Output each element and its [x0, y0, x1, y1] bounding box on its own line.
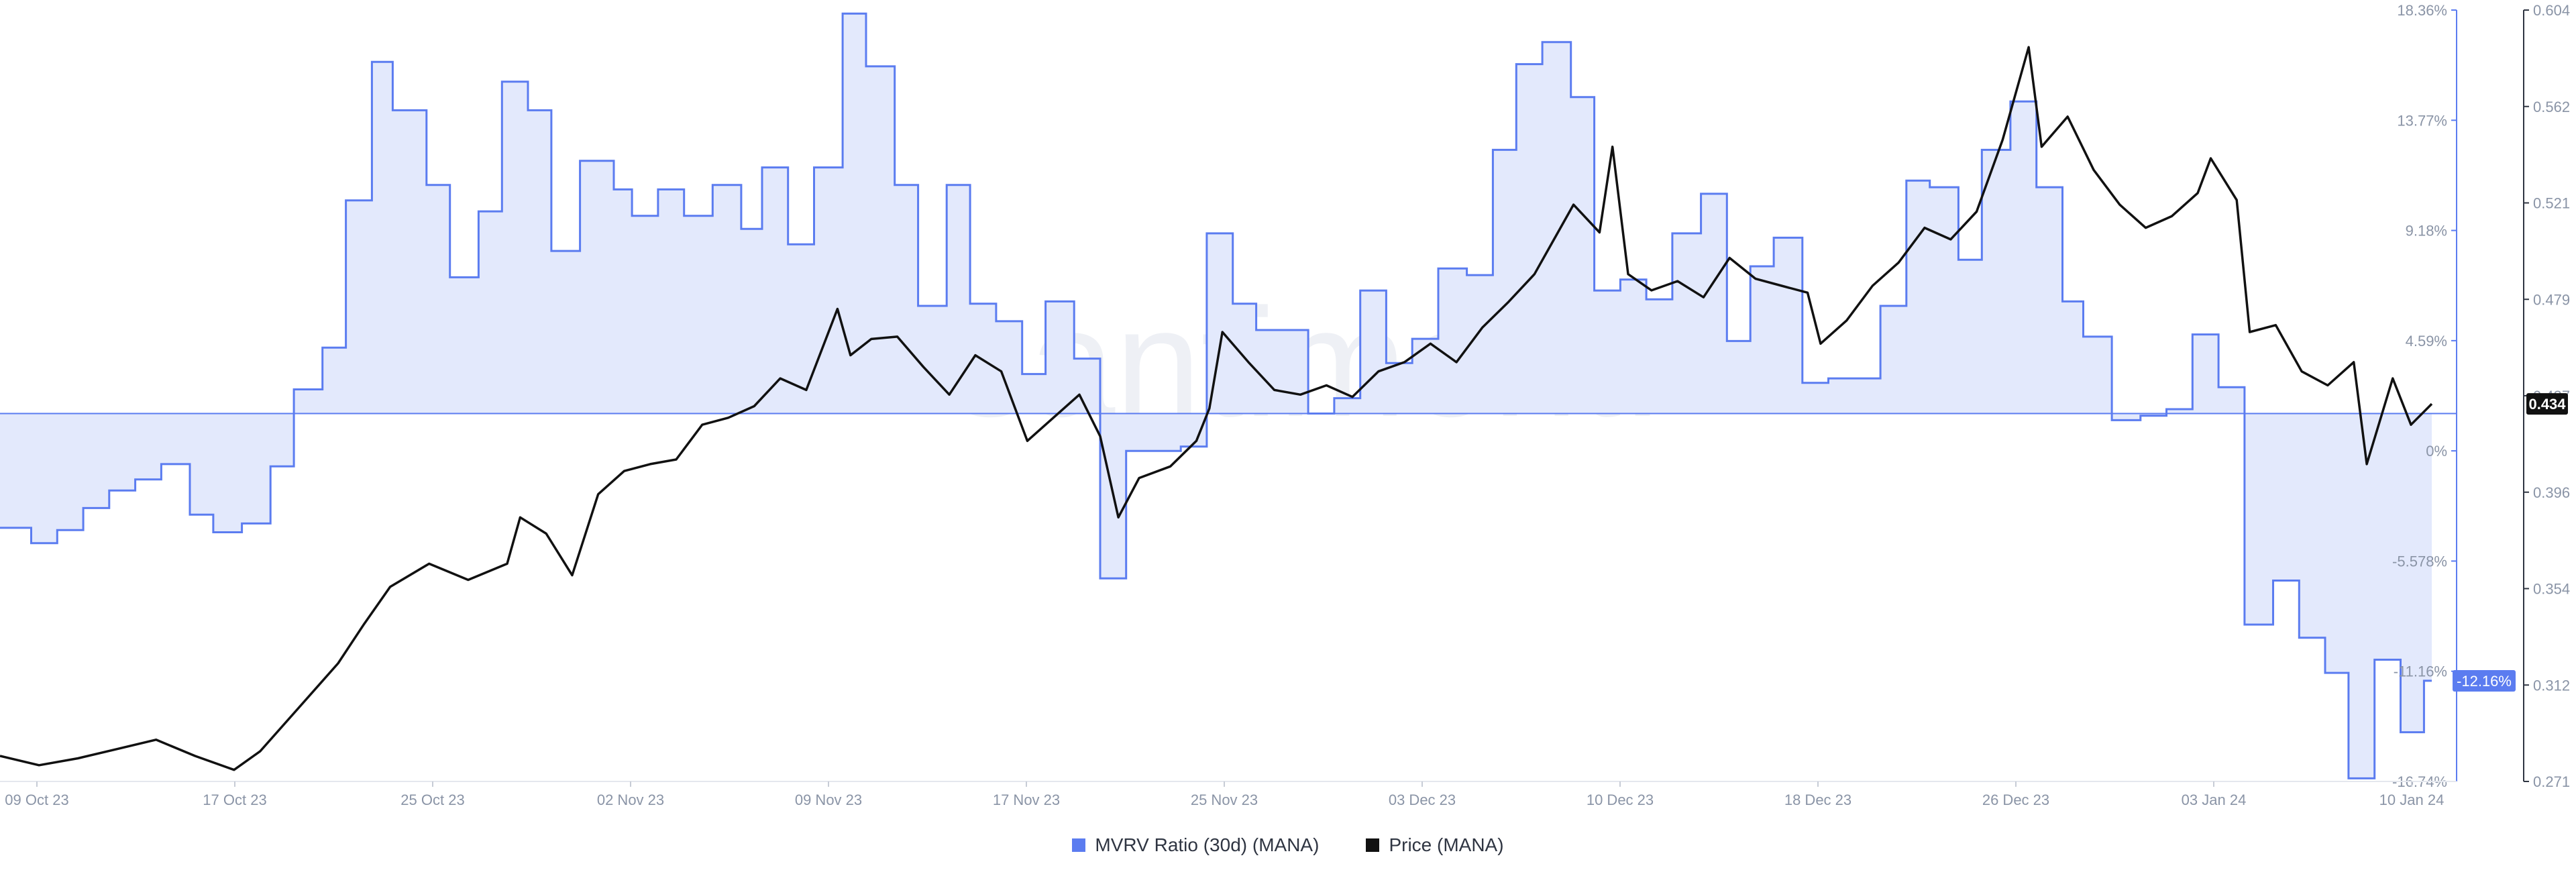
x-tick-label: 03 Jan 24 — [2182, 792, 2247, 808]
legend-item-price[interactable]: Price (MANA) — [1366, 834, 1504, 856]
legend-label-mvrv: MVRV Ratio (30d) (MANA) — [1095, 834, 1320, 855]
price-tick-label: 0.521 — [2533, 195, 2570, 212]
price-current-value: 0.434 — [2528, 396, 2566, 413]
x-tick-label: 17 Oct 23 — [203, 792, 266, 808]
price-current-badge — [2526, 393, 2568, 415]
price-series-line[interactable] — [0, 46, 2433, 771]
x-tick-label: 09 Nov 23 — [795, 792, 862, 808]
x-tick-label: 18 Dec 23 — [1784, 792, 1851, 808]
mvrv-tick-label: 4.59% — [2406, 333, 2447, 349]
x-tick-label: 25 Nov 23 — [1191, 792, 1258, 808]
x-tick-label: 25 Oct 23 — [400, 792, 464, 808]
x-tick-label: 26 Dec 23 — [1982, 792, 2049, 808]
price-tick-label: 0.604 — [2533, 2, 2570, 19]
price-tick-label: 0.271 — [2533, 773, 2570, 790]
mvrv-tick-label: 9.18% — [2406, 223, 2447, 239]
x-tick-label: 03 Dec 23 — [1389, 792, 1456, 808]
mvrv-area-fill — [0, 13, 2432, 779]
mvrv-series-line[interactable] — [0, 12, 2432, 779]
mvrv-tick-label: 0% — [2426, 443, 2447, 459]
x-tick-label: 02 Nov 23 — [597, 792, 664, 808]
mvrv-tick-label: -11.16% — [2394, 663, 2447, 680]
x-tick-label: 10 Dec 23 — [1587, 792, 1654, 808]
mvrv-tick-label: -5.578% — [2392, 553, 2447, 569]
chart-canvas: santiment. 18.36%13.77%9.18%4.59%0%-5.57… — [0, 2, 2570, 808]
mvrv-tick-label: 13.77% — [2397, 112, 2447, 129]
legend-swatch-mvrv — [1072, 838, 1086, 852]
mvrv-current-value: -12.16% — [2457, 673, 2512, 690]
mvrv-current-badge — [2453, 669, 2516, 692]
price-tick-label: 0.312 — [2533, 677, 2570, 694]
price-tick-label: 0.479 — [2533, 291, 2570, 308]
price-tick-label: 0.396 — [2533, 484, 2570, 501]
legend-label-price: Price (MANA) — [1389, 834, 1504, 855]
x-tick-label: 17 Nov 23 — [993, 792, 1060, 808]
chart-legend: MVRV Ratio (30d) (MANA) Price (MANA) — [0, 832, 2576, 859]
mvrv-tick-label: 18.36% — [2397, 2, 2447, 19]
legend-item-mvrv[interactable]: MVRV Ratio (30d) (MANA) — [1072, 834, 1319, 856]
price-tick-label: 0.562 — [2533, 99, 2570, 115]
legend-swatch-price — [1366, 838, 1380, 852]
price-tick-label: 0.354 — [2533, 581, 2570, 598]
x-tick-label: 09 Oct 23 — [5, 792, 68, 808]
x-tick-label: 10 Jan 24 — [2379, 792, 2445, 808]
